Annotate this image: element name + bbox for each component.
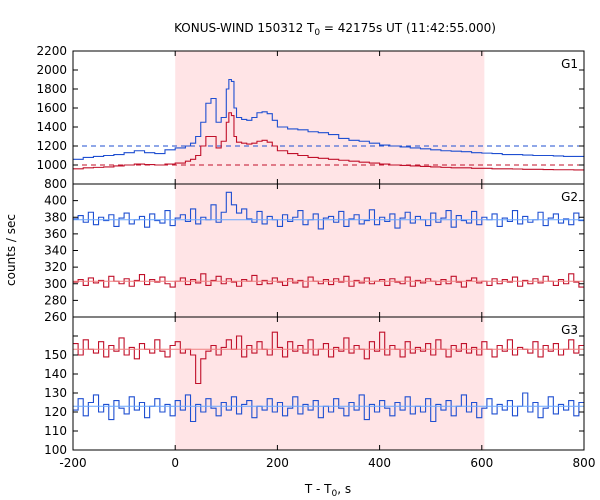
g2-ytick-label: 320: [44, 260, 67, 274]
g3-frame: [72, 316, 585, 451]
g2-ytick-label: 380: [44, 210, 67, 224]
g1-ytick-label: 800: [44, 177, 67, 191]
g1-panel-label: G1: [561, 57, 578, 71]
g1-ytick-label: 1600: [36, 101, 67, 115]
g3-panel-label: G3: [561, 323, 578, 337]
g1-ytick-label: 1200: [36, 139, 67, 153]
chart-title-prefix: KONUS-WIND 150312 T: [174, 21, 315, 35]
g1-ytick-label: 1800: [36, 82, 67, 96]
chart-title-suffix: = 42175s UT (11:42:55.000): [320, 21, 496, 35]
g3-ytick-label: 150: [44, 348, 67, 362]
g3-ytick-label: 120: [44, 405, 67, 419]
x-axis-label-subscript: 0: [332, 489, 338, 499]
chart-title: KONUS-WIND 150312 T0 = 42175s UT (11:42:…: [174, 21, 496, 38]
g2-ytick-label: 280: [44, 293, 67, 307]
y-axis-label: counts / sec: [4, 214, 18, 286]
highlight-interval: [175, 51, 485, 450]
x-axis-label-prefix: T - T: [304, 482, 332, 496]
g3-ytick-label: 110: [44, 424, 67, 438]
x-tick-label: 400: [368, 456, 391, 470]
plot-area: 8001000120014001600180020002200G12602803…: [36, 44, 595, 470]
g1-ytick-label: 2200: [36, 44, 67, 58]
g3-series-red: [73, 331, 584, 385]
g2-panel-label: G2: [561, 190, 578, 204]
x-tick-label: 600: [470, 456, 493, 470]
x-tick-label: -200: [59, 456, 86, 470]
g1-ytick-label: 2000: [36, 63, 67, 77]
g1-ytick-label: 1000: [36, 158, 67, 172]
x-tick-label: 200: [266, 456, 289, 470]
g2-ytick-label: 340: [44, 244, 67, 258]
g2-ytick-label: 300: [44, 277, 67, 291]
x-tick-label: 0: [171, 456, 179, 470]
x-axis-label-suffix: , s: [337, 482, 351, 496]
chart-title-subscript: 0: [314, 28, 320, 38]
g3-ytick-label: 130: [44, 386, 67, 400]
g3-ytick-label: 100: [44, 443, 67, 457]
g1-series-blue: [73, 78, 585, 160]
x-axis-label: T - T0, s: [304, 482, 351, 499]
g2-series-blue: [73, 191, 584, 230]
g1-ytick-label: 1400: [36, 120, 67, 134]
g2-ytick-label: 260: [44, 310, 67, 324]
g3-ytick-label: 140: [44, 367, 67, 381]
x-tick-label: 800: [573, 456, 596, 470]
g2-ytick-label: 400: [44, 194, 67, 208]
g1-series-red: [73, 112, 585, 171]
g2-ytick-label: 360: [44, 227, 67, 241]
